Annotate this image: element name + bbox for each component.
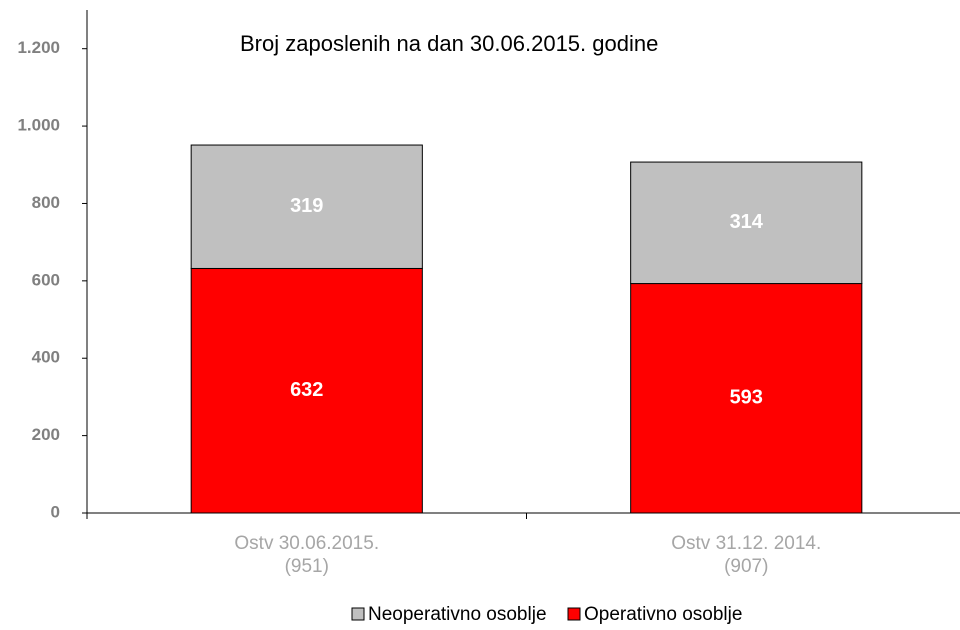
bar-segment [190, 144, 423, 269]
y-tick-label: 200 [32, 425, 60, 444]
y-tick-label: 0 [51, 502, 60, 521]
legend-swatch [567, 607, 581, 621]
value-label: 593 [730, 387, 763, 409]
legend-label: Operativno osoblje [584, 604, 742, 625]
value-label: 632 [290, 379, 323, 401]
legend-swatch [351, 607, 365, 621]
y-tick-label: 1.200 [17, 38, 60, 57]
y-tick-label: 800 [32, 193, 60, 212]
x-tick-label: Ostv 31.12. 2014. (907) [671, 533, 822, 577]
y-tick-label: 1.000 [17, 116, 60, 135]
y-tick-label: 400 [32, 348, 60, 367]
value-label: 314 [730, 211, 764, 233]
chart-title: Broj zaposlenih na dan 30.06.2015. godin… [240, 31, 658, 56]
x-tick-label: Ostv 30.06.2015. (951) [234, 533, 380, 577]
legend-label: Neoperativno osoblje [368, 604, 547, 625]
bar-segment [630, 283, 863, 514]
value-label: 319 [290, 195, 323, 217]
y-tick-label: 600 [32, 270, 60, 289]
bar-segment [630, 161, 863, 285]
bar-segment [190, 267, 423, 514]
